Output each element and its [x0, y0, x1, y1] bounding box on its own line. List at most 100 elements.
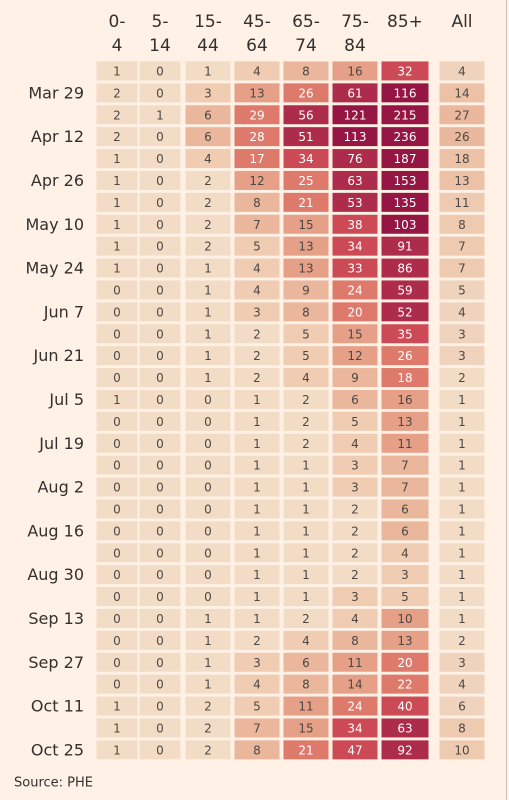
cell	[234, 608, 280, 628]
cell	[332, 543, 378, 563]
cell	[283, 105, 329, 125]
cell	[139, 565, 181, 585]
cell	[234, 411, 280, 431]
cell	[185, 696, 231, 716]
cell	[332, 740, 378, 760]
cell	[96, 105, 138, 125]
cell	[139, 608, 181, 628]
cell	[283, 652, 329, 672]
cell-value: 13	[454, 174, 469, 188]
cell	[96, 433, 138, 453]
cell-value: 34	[298, 152, 313, 166]
cell-value: 6	[302, 656, 310, 670]
cell-value: 2	[204, 218, 212, 232]
cell-value: 0	[113, 678, 121, 692]
cell-value: 92	[397, 743, 412, 757]
cell	[185, 630, 231, 650]
cell-value: 8	[458, 721, 466, 735]
cell-value: 5	[302, 327, 310, 341]
cell-value: 0	[204, 481, 212, 495]
cell-value: 2	[351, 502, 359, 516]
cell	[332, 324, 378, 344]
cell-value: 1	[253, 590, 261, 604]
cell	[96, 652, 138, 672]
cell-value: 2	[113, 130, 121, 144]
cell	[439, 740, 485, 760]
cell	[96, 127, 138, 147]
cell-value: 0	[156, 130, 164, 144]
cell	[439, 630, 485, 650]
cell	[139, 477, 181, 497]
cell	[234, 499, 280, 519]
cell	[185, 499, 231, 519]
cell-value: 3	[351, 590, 359, 604]
cell-value: 0	[113, 305, 121, 319]
cell-value: 0	[156, 524, 164, 538]
cell-value: 1	[458, 568, 466, 582]
cell	[439, 521, 485, 541]
cell	[381, 127, 429, 147]
cell	[381, 477, 429, 497]
cell-value: 2	[458, 634, 466, 648]
cell	[234, 433, 280, 453]
cell-value: 34	[347, 240, 362, 254]
cell	[283, 280, 329, 300]
cell	[439, 368, 485, 388]
cell-value: 22	[397, 678, 412, 692]
cell	[439, 652, 485, 672]
cell-value: 1	[113, 721, 121, 735]
cell	[234, 61, 280, 81]
column-header: 15-	[194, 12, 222, 32]
cell	[96, 587, 138, 607]
cell-value: 2	[302, 612, 310, 626]
cell-value: 56	[298, 108, 313, 122]
cell	[439, 455, 485, 475]
cell-value: 0	[204, 502, 212, 516]
cell-value: 40	[397, 700, 412, 714]
cell-value: 1	[253, 437, 261, 451]
cell	[332, 368, 378, 388]
cell-value: 7	[458, 240, 466, 254]
cell-value: 0	[113, 590, 121, 604]
cell	[139, 718, 181, 738]
cell	[332, 61, 378, 81]
cell	[332, 280, 378, 300]
cell-value: 2	[351, 546, 359, 560]
cell	[96, 214, 138, 234]
cell-value: 47	[347, 743, 362, 757]
cell-value: 1	[204, 327, 212, 341]
cell	[185, 674, 231, 694]
row-label: Apr 26	[31, 171, 84, 190]
cell	[234, 192, 280, 212]
cell-value: 1	[204, 612, 212, 626]
cell-value: 1	[302, 502, 310, 516]
cell-value: 2	[253, 371, 261, 385]
cell	[381, 105, 429, 125]
cell	[185, 521, 231, 541]
cell	[381, 368, 429, 388]
cell-value: 1	[156, 108, 164, 122]
cell	[96, 346, 138, 366]
cell-value: 4	[458, 678, 466, 692]
cell-value: 0	[204, 590, 212, 604]
cell	[185, 192, 231, 212]
cell-value: 2	[253, 327, 261, 341]
row-label: Sep 27	[28, 653, 84, 672]
cell-value: 20	[347, 305, 362, 319]
cell-value: 4	[458, 305, 466, 319]
cell-value: 4	[204, 152, 212, 166]
cell	[332, 389, 378, 409]
cell	[234, 170, 280, 190]
cell-value: 6	[401, 524, 409, 538]
cell-value: 1	[458, 481, 466, 495]
column-header: 45-	[243, 12, 271, 32]
cell	[234, 368, 280, 388]
cell	[439, 83, 485, 103]
cell	[185, 83, 231, 103]
cell	[283, 740, 329, 760]
cell	[139, 411, 181, 431]
cell-value: 3	[351, 481, 359, 495]
cell-value: 4	[458, 64, 466, 78]
cell-value: 1	[253, 502, 261, 516]
